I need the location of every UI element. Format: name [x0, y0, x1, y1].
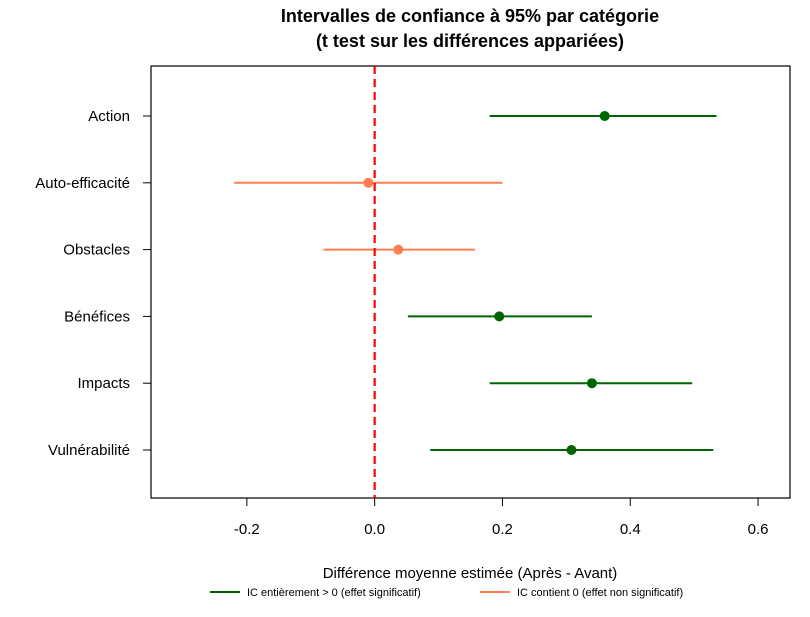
- y-tick-label: Bénéfices: [64, 308, 130, 325]
- x-tick-label: 0.6: [748, 521, 769, 538]
- plot-frame: [150, 65, 791, 499]
- x-tick-label: -0.2: [234, 521, 260, 538]
- y-tick-label: Obstacles: [63, 242, 130, 259]
- point-estimate: [599, 111, 610, 121]
- x-tick-label: 0.4: [620, 521, 641, 538]
- x-axis-label: Différence moyenne estimée (Après - Avan…: [323, 565, 618, 582]
- y-tick-label: Action: [88, 108, 130, 125]
- y-tick-label: Vulnérabilité: [48, 442, 130, 459]
- point-estimate: [586, 378, 597, 389]
- point-estimate: [363, 177, 374, 188]
- point-estimate: [566, 445, 577, 455]
- y-tick-label: Auto-efficacité: [35, 175, 130, 192]
- legend-label: IC entièrement > 0 (effet significatif): [247, 587, 421, 599]
- chart-title-line2: (t test sur les différences appariées): [316, 31, 624, 51]
- legend-label: IC contient 0 (effet non significatif): [517, 587, 683, 599]
- x-tick-label: 0.2: [492, 521, 513, 538]
- x-tick-label: 0.0: [364, 521, 385, 538]
- point-estimate: [494, 311, 505, 322]
- chart-title-line1: Intervalles de confiance à 95% par catég…: [281, 6, 659, 26]
- legend: IC entièrement > 0 (effet significatif) I…: [210, 587, 683, 599]
- point-estimate: [393, 244, 404, 255]
- y-tick-label: Impacts: [77, 375, 130, 392]
